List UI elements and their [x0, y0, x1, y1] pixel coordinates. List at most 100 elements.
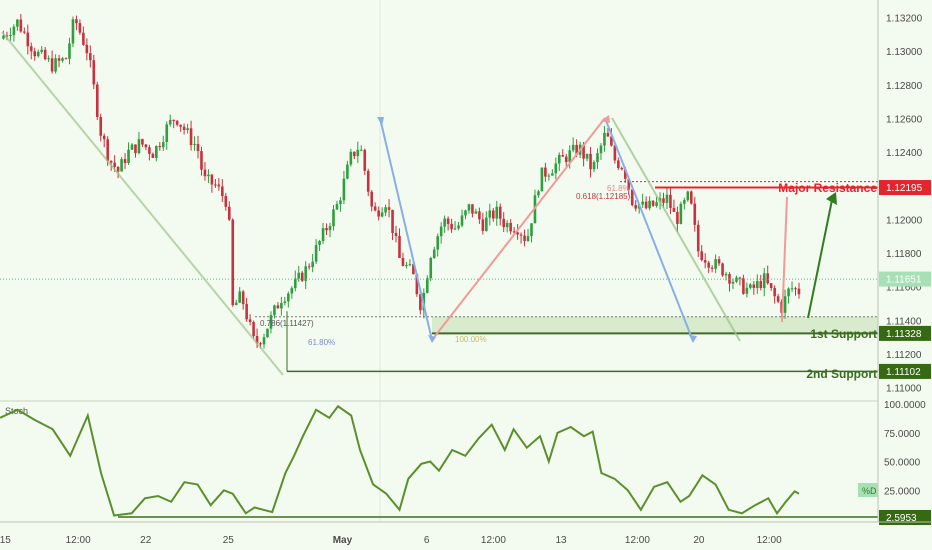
- candle-body: [102, 135, 106, 140]
- candle-body: [450, 223, 453, 230]
- candle-body: [43, 49, 47, 60]
- candle-body: [686, 191, 690, 201]
- time-axis[interactable]: 15 12:00 22 25 May 6 12:00 13 12:00 20 12:00: [0, 521, 932, 546]
- price-pane[interactable]: 0.618(1.12185) 61.8% 0.786(1.11427) 61.8…: [0, 0, 878, 522]
- candle-body: [460, 215, 464, 226]
- candle-body: [123, 159, 127, 164]
- candle-body: [620, 167, 624, 170]
- candle-body: [401, 257, 405, 266]
- candle-body: [293, 278, 297, 289]
- candle-body: [33, 51, 37, 57]
- candle-body: [255, 336, 259, 344]
- stoch-tick-label: 50.0000: [884, 458, 921, 469]
- candle-body: [196, 143, 200, 152]
- bullish-arrowhead-icon: [826, 192, 837, 205]
- candle-body: [36, 51, 40, 57]
- candle-body: [318, 241, 321, 246]
- candle-body: [155, 146, 158, 158]
- candle-body: [57, 58, 61, 61]
- candle-body: [505, 222, 509, 228]
- time-tick-label: 12:00: [757, 535, 782, 546]
- candle-body: [634, 205, 638, 209]
- candle-body: [749, 284, 752, 288]
- first-support-label: 1st Support: [810, 327, 877, 341]
- candle-body: [148, 147, 151, 154]
- red-arrowhead-icon: [601, 115, 610, 123]
- candle-body: [356, 149, 360, 157]
- candle-body: [689, 191, 693, 204]
- time-tick-label: 22: [140, 535, 152, 546]
- candle-body: [710, 267, 714, 269]
- candle-body: [415, 274, 419, 295]
- stoch-tag: %D: [862, 486, 877, 496]
- price-tick-label: 1.12000: [886, 215, 923, 226]
- fib-786-label: 0.786(1.11427): [260, 319, 314, 328]
- blue-arrowhead-icon-3: [689, 335, 697, 343]
- candle-body: [547, 175, 551, 177]
- candle-body: [606, 132, 610, 137]
- candle-body: [366, 170, 370, 192]
- blue-arrowhead-icon: [377, 117, 384, 126]
- candle-body: [491, 210, 495, 219]
- candle-body: [408, 264, 412, 266]
- candle-body: [50, 58, 54, 72]
- price-tick-label: 1.13200: [886, 13, 923, 24]
- bullish-projection-arrow: [807, 199, 833, 319]
- candle-body: [599, 145, 603, 154]
- price-axis[interactable]: 1.132001.130001.128001.126001.124001.122…: [858, 0, 931, 525]
- candle-body: [214, 184, 217, 186]
- first-support-zone: [432, 316, 878, 334]
- candle-body: [269, 315, 273, 329]
- candle-body: [217, 184, 221, 187]
- candle-body: [68, 43, 71, 59]
- candle-body: [655, 202, 658, 206]
- second-support-badge: [879, 363, 931, 379]
- first-support-badge: [879, 325, 931, 341]
- candle-body: [464, 210, 467, 216]
- candle-body: [564, 156, 568, 163]
- candle-body: [752, 284, 756, 289]
- candle-body: [498, 206, 502, 219]
- candle-body: [92, 60, 96, 85]
- candle-body: [262, 337, 266, 345]
- price-tick-label: 1.11000: [886, 384, 922, 395]
- candle-body: [585, 153, 589, 159]
- candle-body: [665, 194, 669, 203]
- candle-body: [231, 219, 235, 306]
- time-tick-label: 6: [424, 535, 430, 546]
- candle-body: [75, 19, 78, 24]
- candle-body: [116, 166, 120, 172]
- candle-body: [439, 226, 443, 237]
- candle-body: [189, 128, 193, 146]
- candle-body: [794, 288, 797, 290]
- candle-body: [457, 225, 460, 229]
- candle-body: [530, 223, 533, 237]
- candle-body: [339, 200, 342, 205]
- candle-body: [676, 211, 679, 224]
- stoch-pane[interactable]: Stoch: [0, 404, 878, 518]
- candle-body: [26, 32, 30, 47]
- candle-body: [120, 159, 123, 172]
- stoch-axis-ticks: 100.0000 75.0000 50.0000 25.0000: [884, 400, 926, 497]
- stoch-tick-label: 100.0000: [884, 400, 926, 411]
- candle-body: [99, 117, 103, 136]
- candle-body: [391, 209, 394, 234]
- candle-body: [627, 178, 631, 190]
- candle-body: [106, 139, 109, 161]
- candle-body: [300, 272, 304, 281]
- fib-100-label: 100.00%: [455, 335, 487, 344]
- candle-body: [540, 167, 544, 192]
- candle-body: [2, 35, 5, 39]
- time-tick-label: 12:00: [66, 535, 91, 546]
- time-tick-label: May: [333, 535, 353, 546]
- price-tick-label: 1.12400: [886, 148, 923, 159]
- candle-body: [127, 149, 130, 164]
- candle-body: [603, 132, 606, 146]
- time-tick-label: 13: [555, 535, 567, 546]
- candle-body: [575, 144, 578, 155]
- candle-body: [61, 58, 64, 61]
- candle-body: [429, 258, 433, 279]
- candle-body: [617, 160, 620, 168]
- candle-body: [502, 218, 506, 228]
- candle-body: [234, 302, 238, 306]
